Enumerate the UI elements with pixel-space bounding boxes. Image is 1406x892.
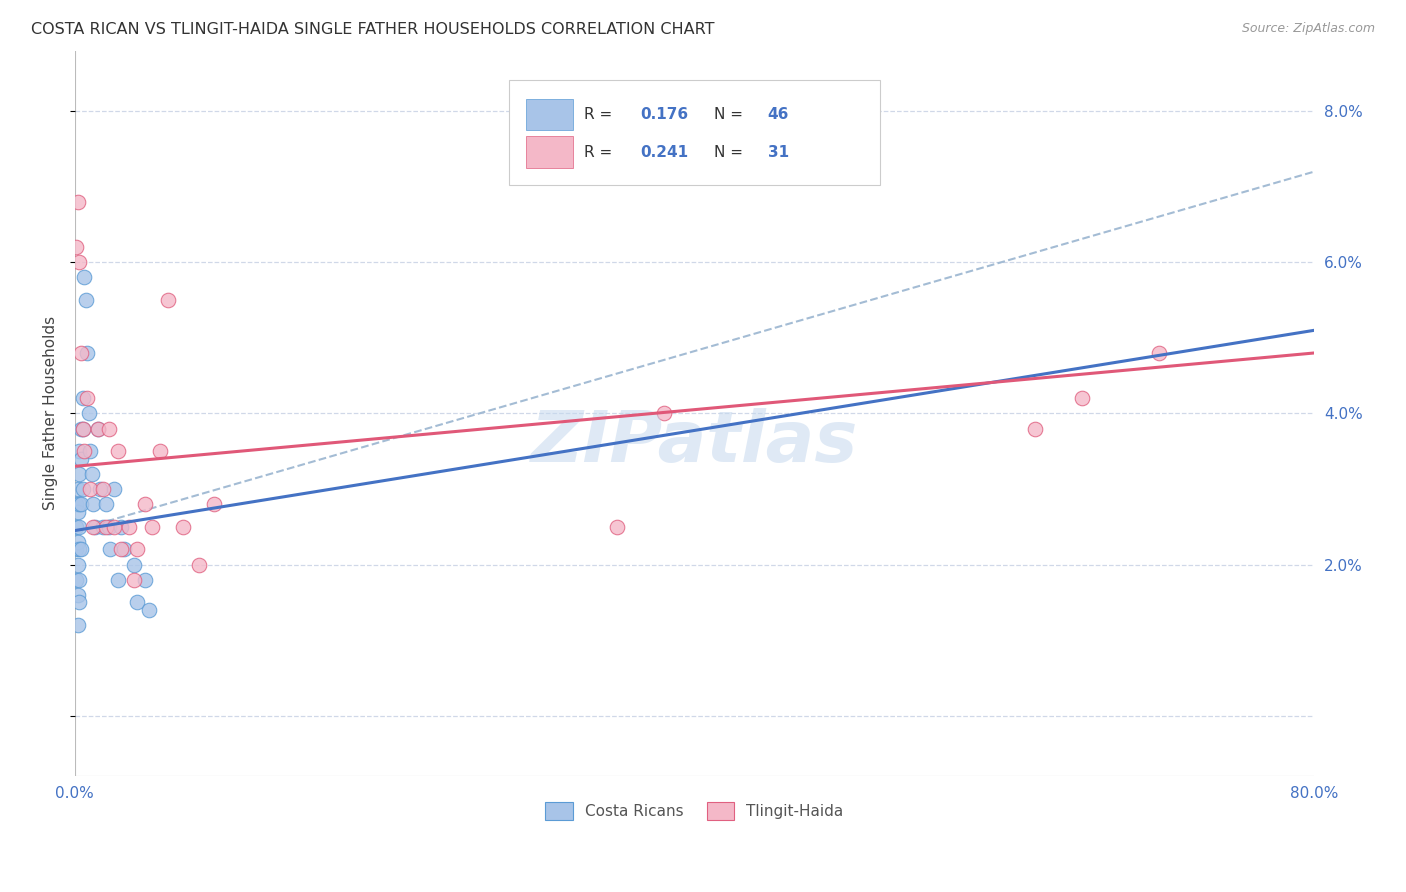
Point [94, 520, 117, 534]
Point [112, 542, 135, 557]
FancyBboxPatch shape [526, 136, 574, 169]
Point [75, 293, 97, 307]
Point [72, 421, 94, 435]
Point [80, 467, 103, 481]
Point [141, 520, 163, 534]
Point [122, 573, 145, 587]
Point [118, 520, 141, 534]
Point [202, 497, 225, 511]
Point [149, 444, 172, 458]
Point [70, 421, 93, 435]
Text: R =: R = [585, 145, 617, 160]
Point [103, 482, 125, 496]
FancyBboxPatch shape [509, 79, 880, 185]
Point [110, 520, 132, 534]
Point [77, 406, 100, 420]
Point [65, 240, 87, 254]
Point [66, 588, 89, 602]
Point [79, 482, 101, 496]
Point [97, 520, 120, 534]
Point [125, 595, 148, 609]
Point [67, 255, 90, 269]
Point [76, 346, 98, 360]
Point [67, 595, 90, 609]
Point [82, 520, 104, 534]
Point [66, 505, 89, 519]
Point [72, 392, 94, 406]
Point [1149, 346, 1171, 360]
Text: N =: N = [714, 145, 748, 160]
Point [91, 482, 114, 496]
Point [606, 520, 628, 534]
Point [107, 573, 129, 587]
Point [89, 482, 111, 496]
Text: 0.176: 0.176 [640, 107, 688, 122]
Point [67, 573, 90, 587]
Point [65, 497, 87, 511]
Point [70, 451, 93, 466]
Point [107, 444, 129, 458]
Point [110, 542, 132, 557]
Point [187, 558, 209, 572]
Point [82, 497, 104, 511]
Point [134, 497, 156, 511]
Point [94, 497, 117, 511]
FancyBboxPatch shape [526, 98, 574, 130]
Text: R =: R = [585, 107, 617, 122]
Point [172, 520, 194, 534]
Point [70, 346, 93, 360]
Point [100, 542, 122, 557]
Point [73, 444, 96, 458]
Text: ZIPatlas: ZIPatlas [531, 408, 858, 477]
Point [72, 421, 94, 435]
Point [103, 520, 125, 534]
Point [67, 520, 90, 534]
Point [67, 467, 90, 481]
Point [67, 444, 90, 458]
Text: Source: ZipAtlas.com: Source: ZipAtlas.com [1241, 22, 1375, 36]
Text: 0.241: 0.241 [640, 145, 688, 160]
Point [134, 573, 156, 587]
Point [97, 421, 120, 435]
Legend: Costa Ricans, Tlingit-Haida: Costa Ricans, Tlingit-Haida [540, 796, 849, 827]
Point [79, 444, 101, 458]
Point [66, 535, 89, 549]
Point [1024, 421, 1046, 435]
Y-axis label: Single Father Households: Single Father Households [44, 317, 58, 510]
Point [125, 542, 148, 557]
Point [652, 406, 675, 420]
Point [84, 520, 107, 534]
Text: N =: N = [714, 107, 748, 122]
Point [67, 542, 90, 557]
Point [138, 603, 160, 617]
Point [122, 558, 145, 572]
Point [156, 293, 179, 307]
Point [72, 482, 94, 496]
Point [65, 542, 87, 557]
Text: 46: 46 [768, 107, 789, 122]
Point [65, 520, 87, 534]
Text: COSTA RICAN VS TLINGIT-HAIDA SINGLE FATHER HOUSEHOLDS CORRELATION CHART: COSTA RICAN VS TLINGIT-HAIDA SINGLE FATH… [31, 22, 714, 37]
Point [73, 270, 96, 285]
Point [70, 497, 93, 511]
Point [91, 520, 114, 534]
Point [66, 194, 89, 209]
Point [76, 392, 98, 406]
Text: 31: 31 [768, 145, 789, 160]
Point [87, 421, 110, 435]
Point [70, 542, 93, 557]
Point [65, 573, 87, 587]
Point [67, 497, 90, 511]
Point [66, 482, 89, 496]
Point [66, 618, 89, 632]
Point [66, 558, 89, 572]
Point [87, 421, 110, 435]
Point [1070, 392, 1092, 406]
